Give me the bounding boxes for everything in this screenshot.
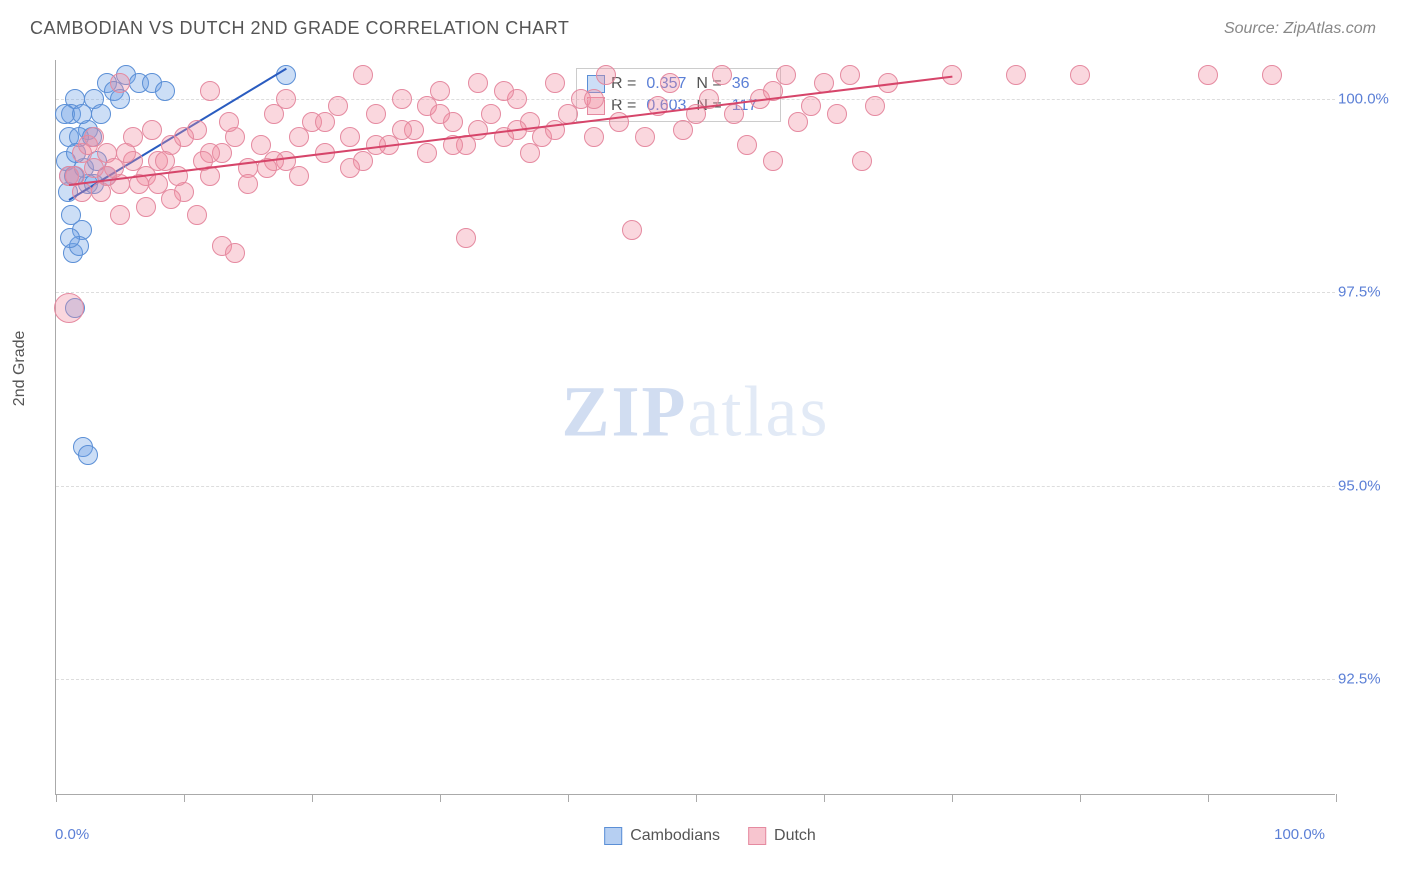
x-tick: [1080, 794, 1081, 802]
legend-swatch-icon: [748, 827, 766, 845]
data-point-dutch: [54, 293, 84, 323]
y-tick-label: 95.0%: [1338, 477, 1393, 494]
data-point-dutch: [174, 127, 194, 147]
x-tick: [56, 794, 57, 802]
data-point-dutch: [148, 174, 168, 194]
data-point-dutch: [430, 104, 450, 124]
data-point-dutch: [392, 89, 412, 109]
data-point-dutch: [161, 189, 181, 209]
data-point-dutch: [366, 104, 386, 124]
legend-label: Cambodians: [630, 827, 720, 845]
watermark-zip: ZIP: [562, 372, 688, 452]
data-point-dutch: [456, 228, 476, 248]
x-tick: [440, 794, 441, 802]
data-point-dutch: [110, 205, 130, 225]
gridline: [56, 486, 1335, 487]
watermark: ZIPatlas: [562, 371, 830, 454]
data-point-dutch: [494, 81, 514, 101]
x-tick: [696, 794, 697, 802]
data-point-cambodians: [72, 104, 92, 124]
data-point-dutch: [340, 127, 360, 147]
data-point-dutch: [219, 112, 239, 132]
data-point-dutch: [520, 143, 540, 163]
x-tick: [184, 794, 185, 802]
data-point-dutch: [340, 158, 360, 178]
x-tick: [824, 794, 825, 802]
data-point-dutch: [142, 120, 162, 140]
legend-swatch-icon: [604, 827, 622, 845]
data-point-dutch: [200, 81, 220, 101]
data-point-dutch: [91, 182, 111, 202]
x-tick: [1336, 794, 1337, 802]
data-point-dutch: [827, 104, 847, 124]
data-point-dutch: [635, 127, 655, 147]
data-point-dutch: [1198, 65, 1218, 85]
data-point-dutch: [545, 73, 565, 93]
x-tick: [312, 794, 313, 802]
x-tick: [568, 794, 569, 802]
x-tick: [1208, 794, 1209, 802]
x-tick: [952, 794, 953, 802]
data-point-dutch: [840, 65, 860, 85]
data-point-dutch: [276, 89, 296, 109]
data-point-dutch: [865, 96, 885, 116]
data-point-dutch: [78, 135, 98, 155]
data-point-dutch: [584, 89, 604, 109]
data-point-cambodians: [91, 104, 111, 124]
data-point-dutch: [852, 151, 872, 171]
data-point-dutch: [763, 151, 783, 171]
plot-area: ZIPatlas R =0.357N =36R =0.603N =117 100…: [55, 60, 1335, 795]
data-point-cambodians: [78, 445, 98, 465]
data-point-dutch: [724, 104, 744, 124]
data-point-dutch: [468, 73, 488, 93]
data-point-dutch: [289, 166, 309, 186]
data-point-dutch: [801, 96, 821, 116]
data-point-dutch: [315, 112, 335, 132]
data-point-cambodians: [155, 81, 175, 101]
data-point-dutch: [1006, 65, 1026, 85]
data-point-dutch: [596, 65, 616, 85]
gridline: [56, 679, 1335, 680]
data-point-dutch: [417, 143, 437, 163]
watermark-atlas: atlas: [688, 372, 830, 452]
data-point-dutch: [1070, 65, 1090, 85]
source-label: Source: ZipAtlas.com: [1224, 20, 1376, 38]
data-point-dutch: [673, 120, 693, 140]
gridline: [56, 99, 1335, 100]
legend-label: Dutch: [774, 827, 816, 845]
data-point-dutch: [136, 197, 156, 217]
data-point-dutch: [1262, 65, 1282, 85]
data-point-dutch: [392, 120, 412, 140]
x-axis-max-label: 100.0%: [1274, 826, 1325, 843]
data-point-dutch: [238, 174, 258, 194]
y-tick-label: 97.5%: [1338, 284, 1393, 301]
legend-item: Cambodians: [604, 827, 720, 845]
chart-header: CAMBODIAN VS DUTCH 2ND GRADE CORRELATION…: [0, 0, 1406, 49]
data-point-dutch: [737, 135, 757, 155]
data-point-cambodians: [60, 228, 80, 248]
y-tick-label: 100.0%: [1338, 90, 1393, 107]
data-point-dutch: [225, 243, 245, 263]
data-point-dutch: [712, 65, 732, 85]
chart-wrapper: 2nd Grade ZIPatlas R =0.357N =36R =0.603…: [45, 55, 1375, 815]
y-axis-label: 2nd Grade: [11, 331, 29, 407]
legend-item: Dutch: [748, 827, 816, 845]
data-point-dutch: [584, 127, 604, 147]
gridline: [56, 292, 1335, 293]
data-point-dutch: [116, 143, 136, 163]
series-legend: Cambodians Dutch: [604, 827, 816, 845]
data-point-dutch: [622, 220, 642, 240]
data-point-dutch: [110, 73, 130, 93]
data-point-dutch: [187, 205, 207, 225]
x-axis-min-label: 0.0%: [55, 826, 89, 843]
chart-title: CAMBODIAN VS DUTCH 2ND GRADE CORRELATION…: [30, 18, 569, 39]
y-tick-label: 92.5%: [1338, 670, 1393, 687]
data-point-dutch: [353, 65, 373, 85]
data-point-dutch: [660, 73, 680, 93]
